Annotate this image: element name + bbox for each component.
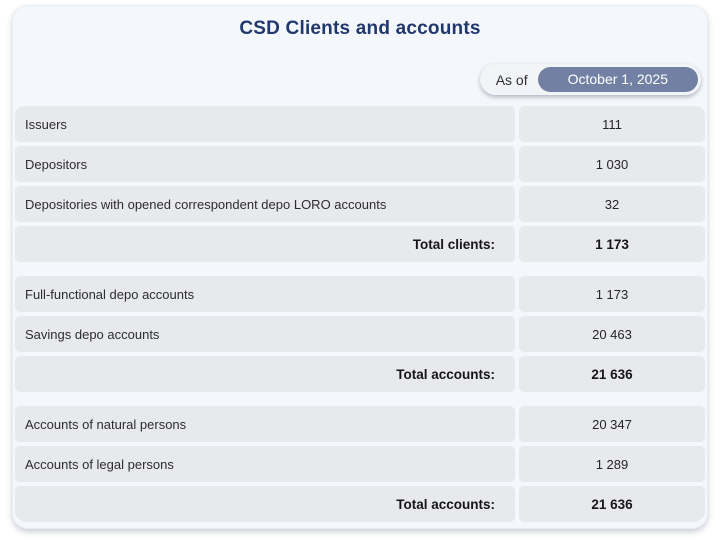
as-of-date-value: October 1, 2025 (537, 67, 698, 92)
row-label: Savings depo accounts (15, 316, 515, 352)
total-row: Total accounts: 21 636 (15, 356, 705, 392)
row-label: Accounts of legal persons (15, 446, 515, 482)
persons-section: Accounts of natural persons 20 347 Accou… (15, 406, 705, 522)
row-value: 32 (519, 186, 705, 222)
as-of-date-picker[interactable]: As of October 1, 2025 (479, 64, 701, 95)
row-value: 1 289 (519, 446, 705, 482)
row-label: Full-functional depo accounts (15, 276, 515, 312)
row-label: Depositors (15, 146, 515, 182)
row-label: Accounts of natural persons (15, 406, 515, 442)
table-row: Savings depo accounts 20 463 (15, 316, 705, 352)
row-value: 1 173 (519, 276, 705, 312)
row-value: 20 463 (519, 316, 705, 352)
table-row: Issuers 111 (15, 106, 705, 142)
as-of-row: As of October 1, 2025 (13, 64, 707, 95)
row-value: 20 347 (519, 406, 705, 442)
accounts-section: Full-functional depo accounts 1 173 Savi… (15, 276, 705, 392)
stats-table: Issuers 111 Depositors 1 030 Depositorie… (13, 106, 707, 522)
total-value: 21 636 (519, 356, 705, 392)
clients-section: Issuers 111 Depositors 1 030 Depositorie… (15, 106, 705, 262)
row-label: Depositories with opened correspondent d… (15, 186, 515, 222)
total-label: Total accounts: (15, 486, 515, 522)
row-value: 111 (519, 106, 705, 142)
total-row: Total clients: 1 173 (15, 226, 705, 262)
table-row: Full-functional depo accounts 1 173 (15, 276, 705, 312)
total-value: 21 636 (519, 486, 705, 522)
total-row: Total accounts: 21 636 (15, 486, 705, 522)
table-row: Accounts of legal persons 1 289 (15, 446, 705, 482)
as-of-label: As of (495, 71, 528, 88)
row-value: 1 030 (519, 146, 705, 182)
total-label: Total accounts: (15, 356, 515, 392)
table-row: Depositors 1 030 (15, 146, 705, 182)
total-value: 1 173 (519, 226, 705, 262)
table-row: Accounts of natural persons 20 347 (15, 406, 705, 442)
csd-stats-card: CSD Clients and accounts As of October 1… (12, 5, 708, 529)
row-label: Issuers (15, 106, 515, 142)
table-row: Depositories with opened correspondent d… (15, 186, 705, 222)
total-label: Total clients: (15, 226, 515, 262)
page-title: CSD Clients and accounts (239, 18, 481, 39)
